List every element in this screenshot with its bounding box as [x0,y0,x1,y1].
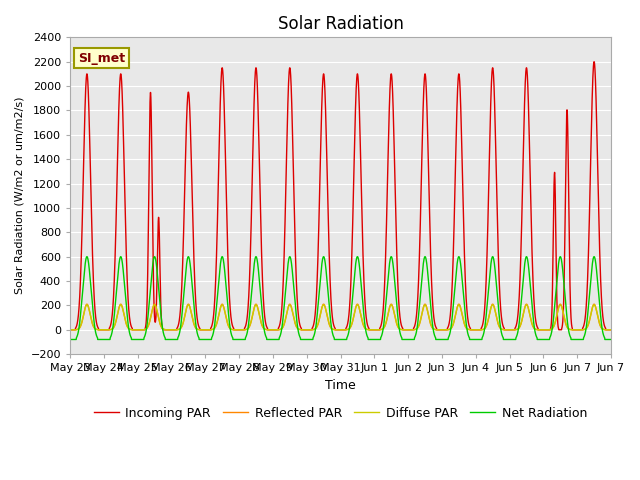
Net Radiation [179,307,186,313]
Net Radiation [529,316,537,322]
Net Radiation [516,319,524,324]
Line: Reflected PAR: Reflected PAR [70,304,611,330]
Line: Incoming PAR: Incoming PAR [70,62,611,330]
Diffuse PAR [361,324,369,330]
Net Radiation [489,254,497,260]
Diffuse PAR [529,324,537,330]
Reflected PAR [179,323,186,328]
Diffuse PAR [607,327,615,333]
Diffuse PAR [516,324,524,330]
Reflected PAR [529,324,537,330]
Y-axis label: Solar Radiation (W/m2 or um/m2/s): Solar Radiation (W/m2 or um/m2/s) [15,97,25,294]
Reflected PAR [83,301,91,307]
Line: Net Radiation: Net Radiation [70,257,611,339]
Incoming PAR [590,59,598,65]
Net Radiation [83,254,91,260]
Diffuse PAR [489,302,497,308]
Reflected PAR [390,307,397,313]
Incoming PAR [67,327,74,333]
Reflected PAR [361,325,369,331]
Line: Diffuse PAR: Diffuse PAR [70,305,611,330]
Reflected PAR [489,301,497,307]
Reflected PAR [516,325,524,331]
Legend: Incoming PAR, Reflected PAR, Diffuse PAR, Net Radiation: Incoming PAR, Reflected PAR, Diffuse PAR… [89,402,592,424]
Incoming PAR [360,289,368,295]
Diffuse PAR [179,322,186,328]
Incoming PAR [607,327,615,333]
Incoming PAR [529,283,537,289]
Net Radiation [361,319,369,324]
Text: SI_met: SI_met [78,51,125,65]
Incoming PAR [515,293,523,299]
X-axis label: Time: Time [325,379,356,392]
Incoming PAR [489,65,497,71]
Diffuse PAR [390,307,397,313]
Title: Solar Radiation: Solar Radiation [278,15,403,33]
Net Radiation [67,336,74,342]
Diffuse PAR [67,327,74,333]
Reflected PAR [607,327,615,333]
Net Radiation [607,336,615,342]
Incoming PAR [390,114,397,120]
Incoming PAR [179,274,186,279]
Reflected PAR [67,327,74,333]
Net Radiation [390,266,397,272]
Diffuse PAR [83,302,91,308]
